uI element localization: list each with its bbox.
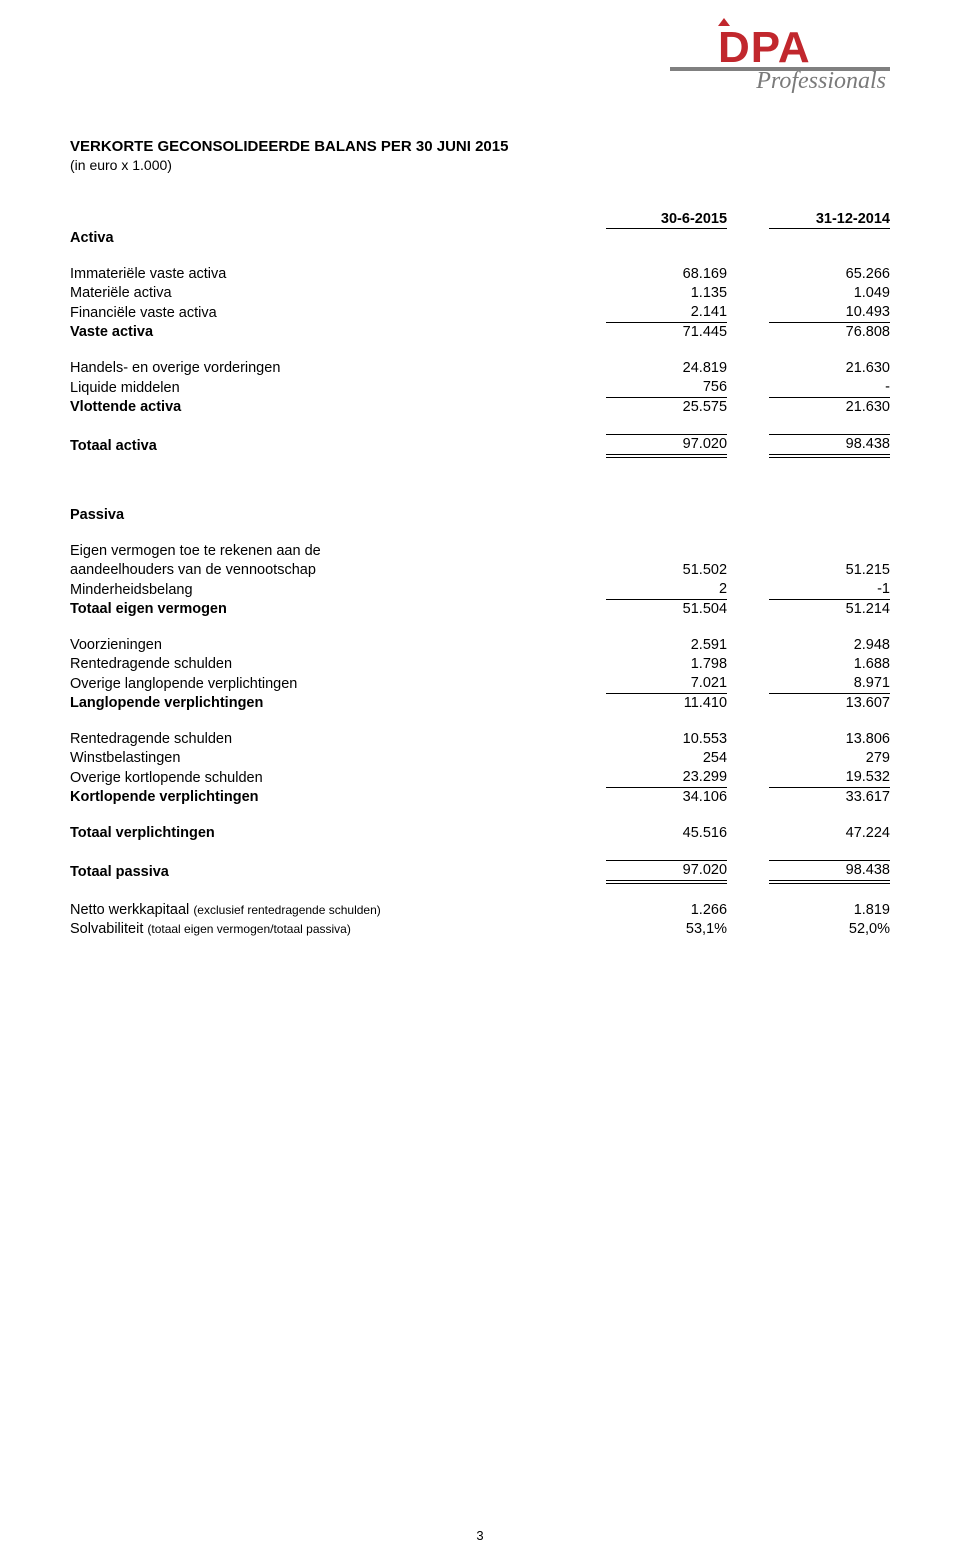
svg-text:Professionals: Professionals [755,68,886,94]
table-row: Rentedragende schulden 10.553 13.806 [70,730,890,749]
table-row: Totaal passiva 97.020 98.438 [70,860,890,882]
table-row: Solvabiliteit (totaal eigen vermogen/tot… [70,920,890,939]
table-row: Immateriële vaste activa 68.169 65.266 [70,265,890,284]
table-row: Winstbelastingen 254 279 [70,749,890,768]
table-row: Totaal verplichtingen 45.516 47.224 [70,824,890,843]
page-title: VERKORTE GECONSOLIDEERDE BALANS PER 30 J… [70,138,890,155]
table-row: Totaal activa 97.020 98.438 [70,434,890,456]
svg-text:DPA: DPA [718,23,811,72]
table-row: aandeelhouders van de vennootschap 51.50… [70,561,890,580]
table-row: Overige kortlopende schulden 23.299 19.5… [70,768,890,788]
table-row: Eigen vermogen toe te rekenen aan de [70,542,890,561]
table-row: Totaal eigen vermogen 51.504 51.214 [70,599,890,619]
page-number: 3 [0,1528,960,1543]
table-row: Rentedragende schulden 1.798 1.688 [70,655,890,674]
table-row: Voorzieningen 2.591 2.948 [70,636,890,655]
table-row: Materiële activa 1.135 1.049 [70,284,890,303]
company-logo: DPA Professionals [670,18,890,103]
col-header-2: 31-12-2014 [769,209,890,229]
table-row: Financiële vaste activa 2.141 10.493 [70,303,890,323]
table-row: Vlottende activa 25.575 21.630 [70,397,890,417]
activa-header: Activa [70,229,606,248]
table-row: Langlopende verplichtingen 11.410 13.607 [70,693,890,713]
balance-table: 30-6-2015 31-12-2014 Activa Immateriële … [70,209,890,939]
table-row: Kortlopende verplichtingen 34.106 33.617 [70,787,890,807]
table-row: Handels- en overige vorderingen 24.819 2… [70,359,890,378]
page-subtitle: (in euro x 1.000) [70,157,890,173]
table-row: Liquide middelen 756 - [70,378,890,398]
table-row: Vaste activa 71.445 76.808 [70,322,890,342]
table-row: Minderheidsbelang 2 -1 [70,580,890,600]
table-row: Netto werkkapitaal (exclusief rentedrage… [70,901,890,920]
passiva-header: Passiva [70,506,606,525]
col-header-1: 30-6-2015 [606,209,727,229]
table-row: Overige langlopende verplichtingen 7.021… [70,674,890,694]
